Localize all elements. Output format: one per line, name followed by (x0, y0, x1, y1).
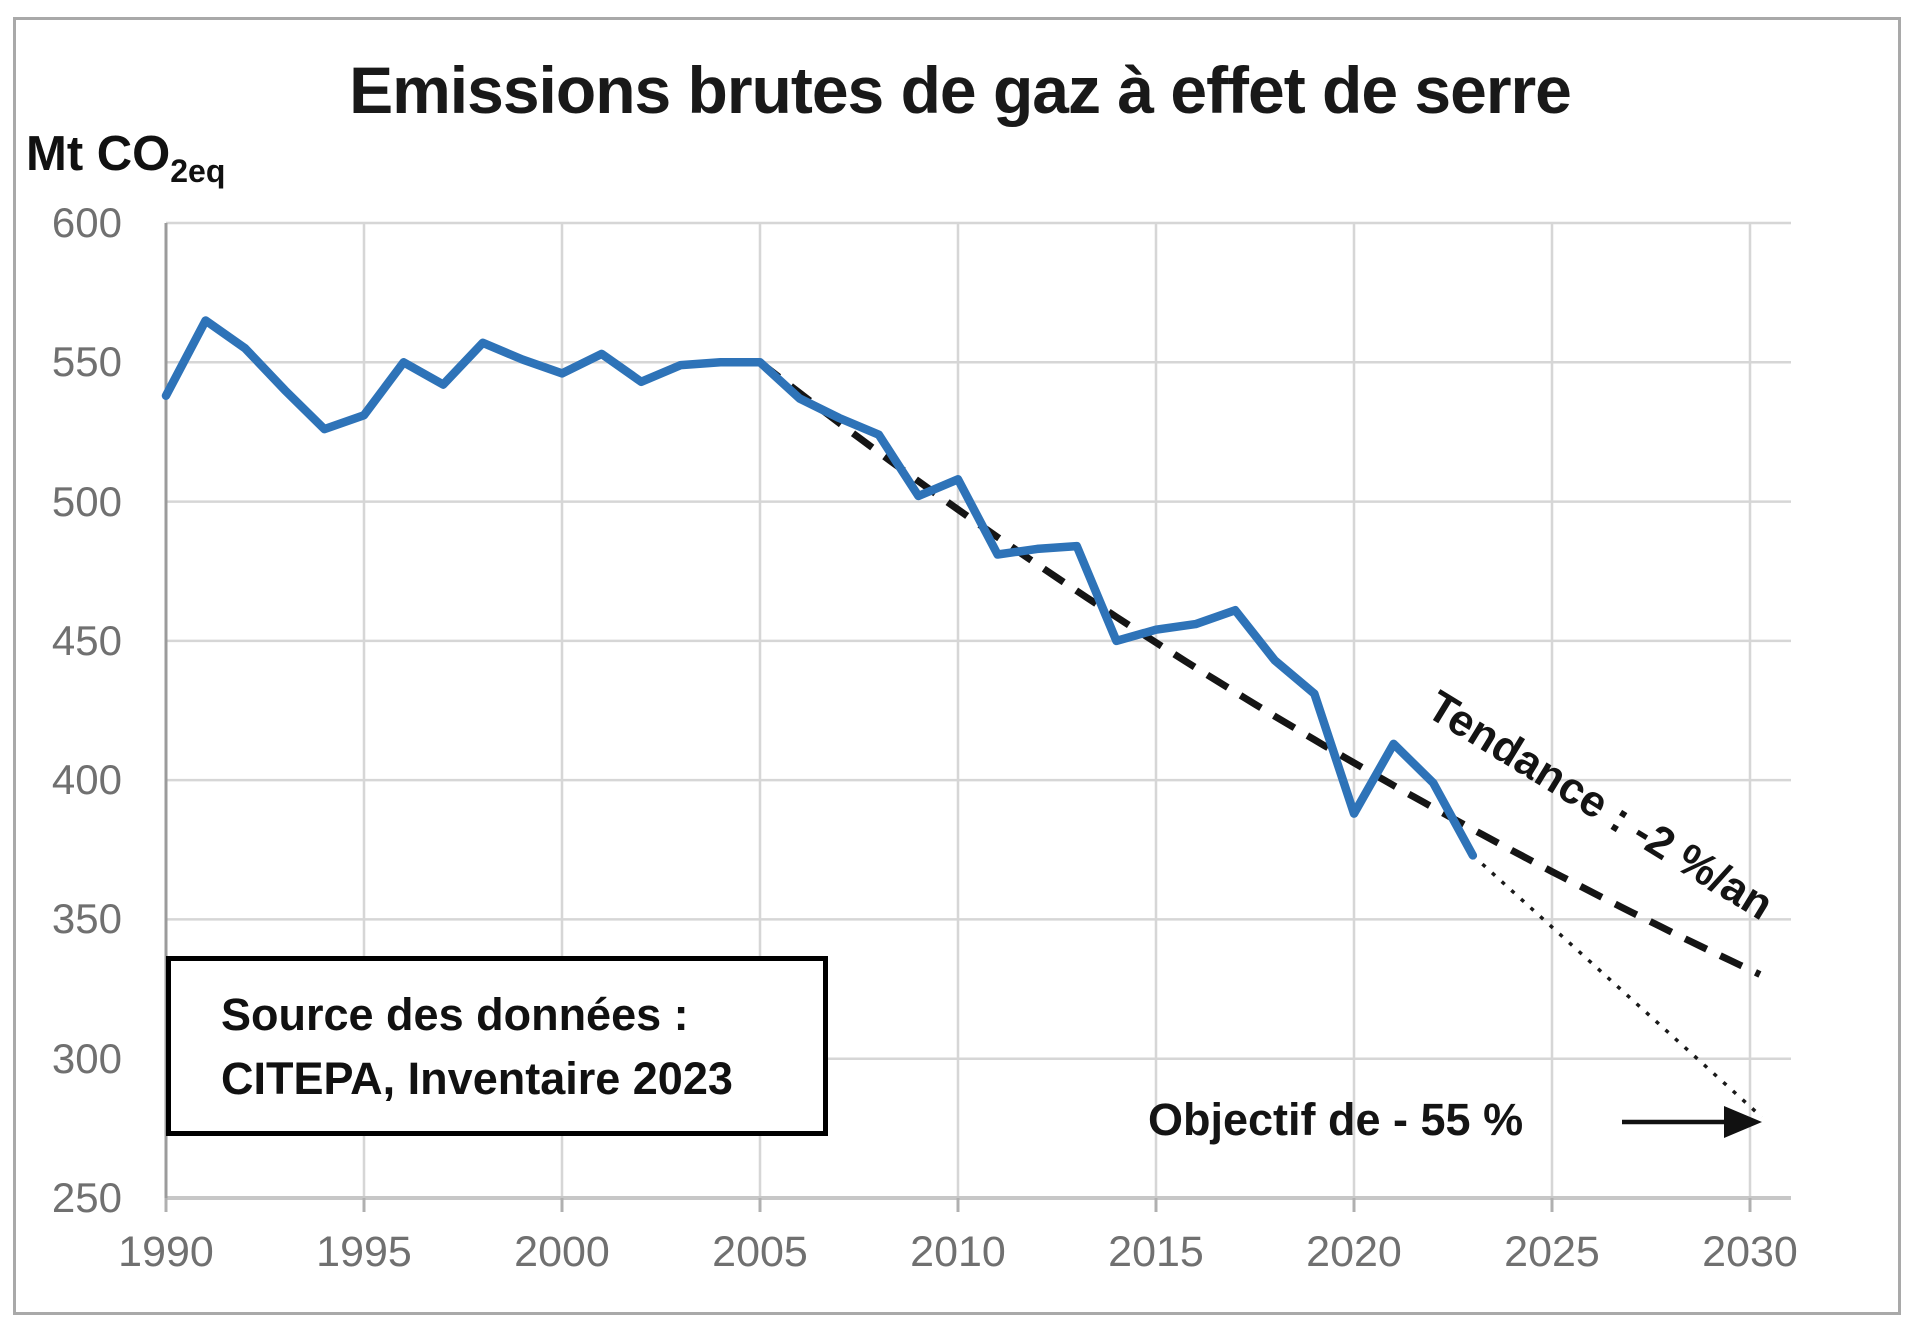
y-axis-unit: Mt CO2eq (26, 126, 225, 190)
y-tick-label: 400 (51, 756, 122, 803)
y-tick-label: 300 (51, 1035, 122, 1082)
x-tick-label: 1990 (118, 1228, 214, 1276)
y-tick-label: 550 (51, 338, 122, 385)
source-box: Source des données : CITEPA, Inventaire … (166, 956, 828, 1136)
y-tick-label: 350 (51, 895, 122, 942)
chart-title: Emissions brutes de gaz à effet de serre (349, 53, 1572, 127)
x-tick-label: 2015 (1108, 1228, 1204, 1276)
x-tick-label: 2010 (910, 1228, 1006, 1276)
objective-annotation: Objectif de - 55 % (1148, 1094, 1524, 1145)
x-tick-label: 2020 (1306, 1228, 1402, 1276)
x-tick-label: 2030 (1702, 1228, 1798, 1276)
x-tick-label: 2005 (712, 1228, 808, 1276)
y-tick-label: 600 (51, 199, 122, 246)
y-tick-label: 450 (51, 617, 122, 664)
x-tick-label: 2000 (514, 1228, 610, 1276)
y-axis-unit-subscript: 2eq (170, 153, 226, 189)
source-line-1: Source des données : (221, 989, 689, 1040)
y-tick-label: 250 (51, 1174, 122, 1221)
x-tick-label: 1995 (316, 1228, 412, 1276)
y-axis-unit-main: Mt CO (26, 127, 171, 181)
x-tick-label: 2025 (1504, 1228, 1600, 1276)
chart-border (13, 17, 1901, 1315)
y-tick-label: 500 (51, 478, 122, 525)
objective-arrowhead-icon (1724, 1106, 1762, 1138)
source-line-2: CITEPA, Inventaire 2023 (221, 1053, 733, 1104)
